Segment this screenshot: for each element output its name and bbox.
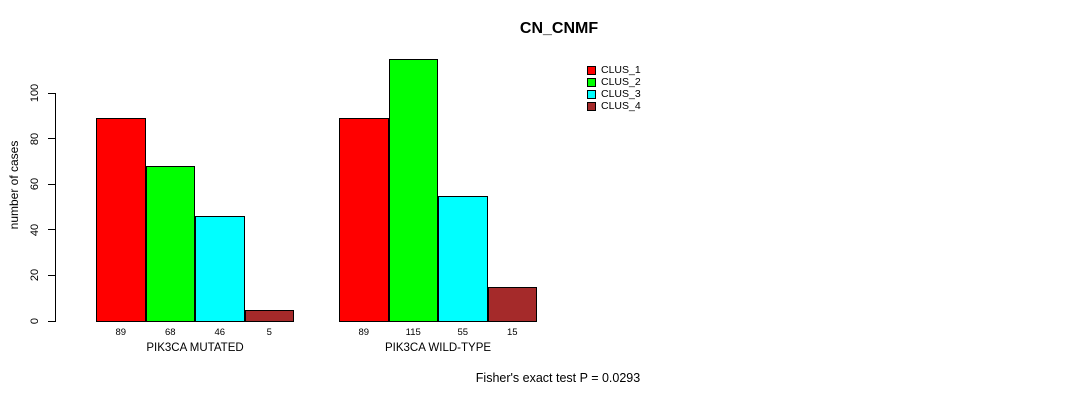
bar-value-label: 55 bbox=[457, 327, 469, 338]
bar-value-label: 15 bbox=[506, 327, 518, 338]
legend-swatch bbox=[587, 78, 596, 87]
legend: CLUS_1 CLUS_2 CLUS_3 CLUS_4 bbox=[587, 64, 641, 114]
category-label: PIK3CA WILD-TYPE bbox=[384, 342, 492, 354]
bar bbox=[145, 165, 195, 322]
y-tick bbox=[48, 320, 56, 322]
bar-value-label: 46 bbox=[214, 327, 226, 338]
y-tick bbox=[48, 92, 56, 94]
bar bbox=[339, 118, 389, 322]
legend-item: CLUS_3 bbox=[587, 88, 641, 100]
bar bbox=[388, 58, 438, 322]
legend-item: CLUS_2 bbox=[587, 76, 641, 88]
y-tick bbox=[48, 138, 56, 140]
legend-label: CLUS_3 bbox=[601, 88, 641, 100]
y-axis-label: number of cases bbox=[7, 140, 21, 230]
bar bbox=[96, 118, 146, 322]
bar bbox=[487, 286, 537, 322]
y-tick-label: 100 bbox=[29, 83, 41, 103]
legend-label: CLUS_2 bbox=[601, 76, 641, 88]
legend-item: CLUS_4 bbox=[587, 100, 641, 112]
y-tick bbox=[48, 183, 56, 185]
y-tick bbox=[48, 274, 56, 276]
y-tick-label: 40 bbox=[29, 223, 41, 236]
chart-title: CN_CNMF bbox=[519, 20, 599, 37]
y-tick bbox=[48, 229, 56, 231]
legend-label: CLUS_4 bbox=[601, 100, 641, 112]
y-tick-label: 20 bbox=[29, 269, 41, 282]
legend-swatch bbox=[587, 90, 596, 99]
bar-value-label: 89 bbox=[358, 327, 370, 338]
bar-value-label: 5 bbox=[266, 327, 272, 338]
y-axis-line bbox=[55, 93, 56, 322]
legend-swatch bbox=[587, 102, 596, 111]
category-label: PIK3CA MUTATED bbox=[146, 342, 244, 354]
bar-value-label: 115 bbox=[405, 327, 421, 338]
bar-value-label: 68 bbox=[164, 327, 176, 338]
bar bbox=[244, 309, 294, 322]
bar bbox=[195, 216, 245, 322]
y-tick-label: 60 bbox=[29, 178, 41, 191]
annotation-text: Fisher's exact test P = 0.0293 bbox=[475, 371, 641, 385]
legend-swatch bbox=[587, 66, 596, 75]
bar-value-label: 89 bbox=[115, 327, 127, 338]
bar bbox=[438, 195, 488, 322]
legend-item: CLUS_1 bbox=[587, 64, 641, 76]
y-tick-label: 80 bbox=[29, 132, 41, 145]
legend-label: CLUS_1 bbox=[601, 64, 641, 76]
y-tick-label: 0 bbox=[29, 317, 41, 325]
